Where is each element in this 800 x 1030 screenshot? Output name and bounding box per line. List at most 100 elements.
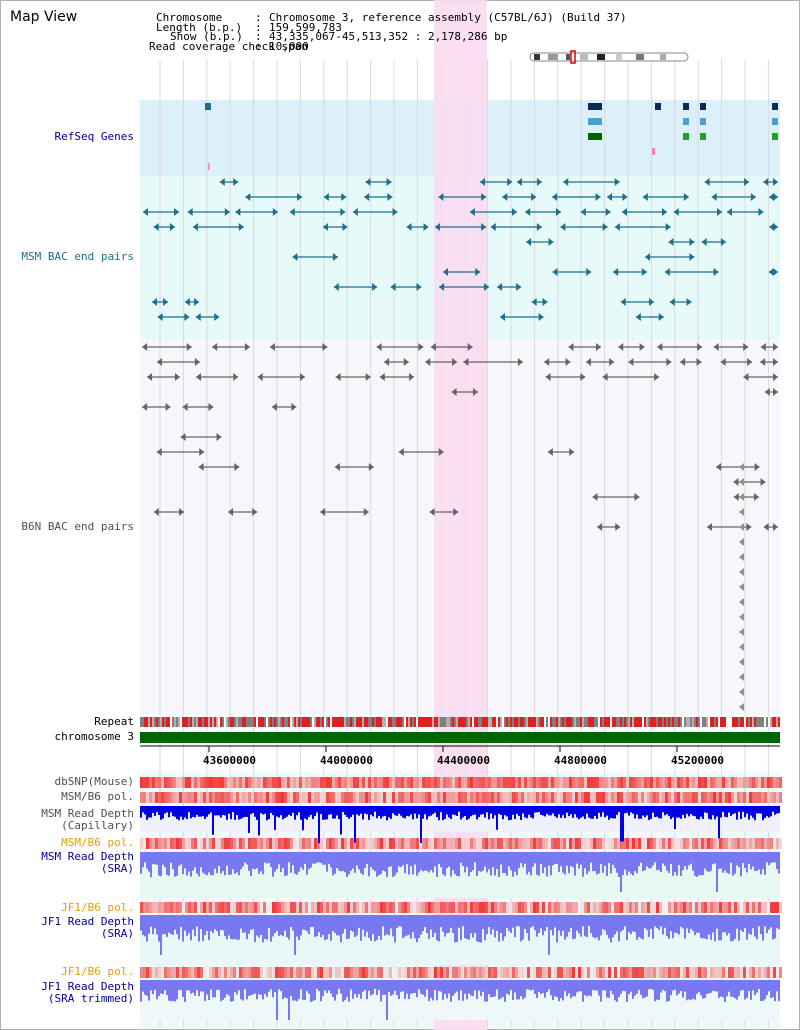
bac-end-marker [439,283,445,291]
bac-end-marker [438,193,444,201]
track-label-b6n-bac[interactable]: B6N BAC end pairs [21,520,134,533]
bac-end-marker [409,373,415,381]
bac-end-marker [403,358,409,366]
bac-end-marker [739,463,744,471]
ideogram-band [636,54,644,60]
track-label-refseq[interactable]: RefSeq Genes [54,130,134,143]
bac-end-marker [157,313,163,321]
ideogram-band [660,54,666,60]
axis-tick-label: 45200000 [671,754,724,767]
bac-end-marker [739,493,744,501]
bac-end-marker [198,463,204,471]
read-depth-tracks[interactable] [140,806,780,1020]
bac-end-marker [453,508,459,516]
bac-end-marker [475,268,481,276]
bac-end-marker [773,193,778,201]
bac-end-marker [701,238,707,246]
ideogram-band [548,54,558,60]
bac-end-marker [773,358,778,366]
bac-end-marker [511,208,517,216]
bac-end-marker [696,358,702,366]
bac-end-marker [763,523,769,531]
bac-end-marker [228,508,234,516]
bac-end-marker [661,208,667,216]
bac-end-marker [169,223,175,231]
bac-end-marker [773,223,778,231]
bac-end-marker [747,358,753,366]
gene-feature [772,133,778,140]
bac-end-marker [235,208,241,216]
bac-end-marker [754,493,760,501]
bac-end-marker [233,178,239,186]
bac-end-marker [364,193,370,201]
bac-end-marker [272,208,278,216]
bac-end-marker [768,268,774,276]
bac-end-marker [418,343,424,351]
gene-feature [588,103,602,110]
chromosome-bar[interactable] [140,732,780,752]
bac-end-marker [711,193,717,201]
bac-end-marker [363,508,369,516]
bac-end-marker [392,208,398,216]
bac-end-marker [621,208,627,216]
bac-end-marker [333,283,339,291]
bac-end-marker [147,373,153,381]
bac-end-marker [686,298,692,306]
bac-end-marker [429,508,435,516]
colon: : [255,21,262,34]
repeat-track[interactable] [140,717,780,727]
bac-end-marker [386,178,392,186]
bac-end-marker [335,373,341,381]
bac-end-marker [706,523,712,531]
bac-end-marker [299,373,305,381]
refseq-genes-track[interactable] [205,103,778,170]
bac-end-marker [744,178,750,186]
bac-end-marker [142,403,148,411]
bac-end-marker [739,628,744,636]
bac-end-marker [467,343,473,351]
bac-end-marker [516,283,522,291]
bac-end-marker [720,238,726,246]
bac-end-marker [773,343,778,351]
bac-end-marker [224,208,230,216]
bac-end-marker [497,283,503,291]
bac-end-marker [142,208,148,216]
bac-end-marker [244,343,250,351]
bac-end-marker [216,433,222,441]
polymorphism-heatmaps[interactable] [140,777,782,978]
bac-end-marker [434,223,440,231]
bac-end-marker [342,223,348,231]
bac-end-marker [673,208,679,216]
track-label-msm-bac[interactable]: MSM BAC end pairs [21,250,134,263]
bac-end-marker [750,193,756,201]
bac-end-marker [536,223,542,231]
bac-end-marker [739,583,744,591]
chromosome-ideogram[interactable] [529,50,689,64]
bac-end-marker [469,208,475,216]
bac-end-marker [531,193,537,201]
bac-end-marker [156,448,162,456]
length-label: Length (b.p.) [156,21,243,34]
ideogram-position-marker [570,50,576,64]
bac-end-marker [739,508,744,516]
bac-end-marker [352,208,358,216]
bac-end-marker [479,178,485,186]
bac-end-marker [639,343,645,351]
bac-end-marker [704,178,710,186]
bac-end-marker [568,343,574,351]
bac-end-marker [526,238,532,246]
bac-end-marker [654,373,660,381]
msm-bac-track[interactable] [142,178,778,321]
bac-end-marker [481,193,487,201]
bac-end-marker [452,358,458,366]
bac-end-marker [379,373,385,381]
chromosome-value: Chromosome 3, reference assembly (C57BL/… [269,11,627,24]
bac-end-marker [219,178,225,186]
bac-end-marker [525,208,531,216]
b6n-bac-track[interactable] [142,343,778,711]
axis-tick-label: 44000000 [320,754,373,767]
bac-end-marker [739,598,744,606]
bac-end-marker [289,208,295,216]
bac-end-marker [614,178,620,186]
